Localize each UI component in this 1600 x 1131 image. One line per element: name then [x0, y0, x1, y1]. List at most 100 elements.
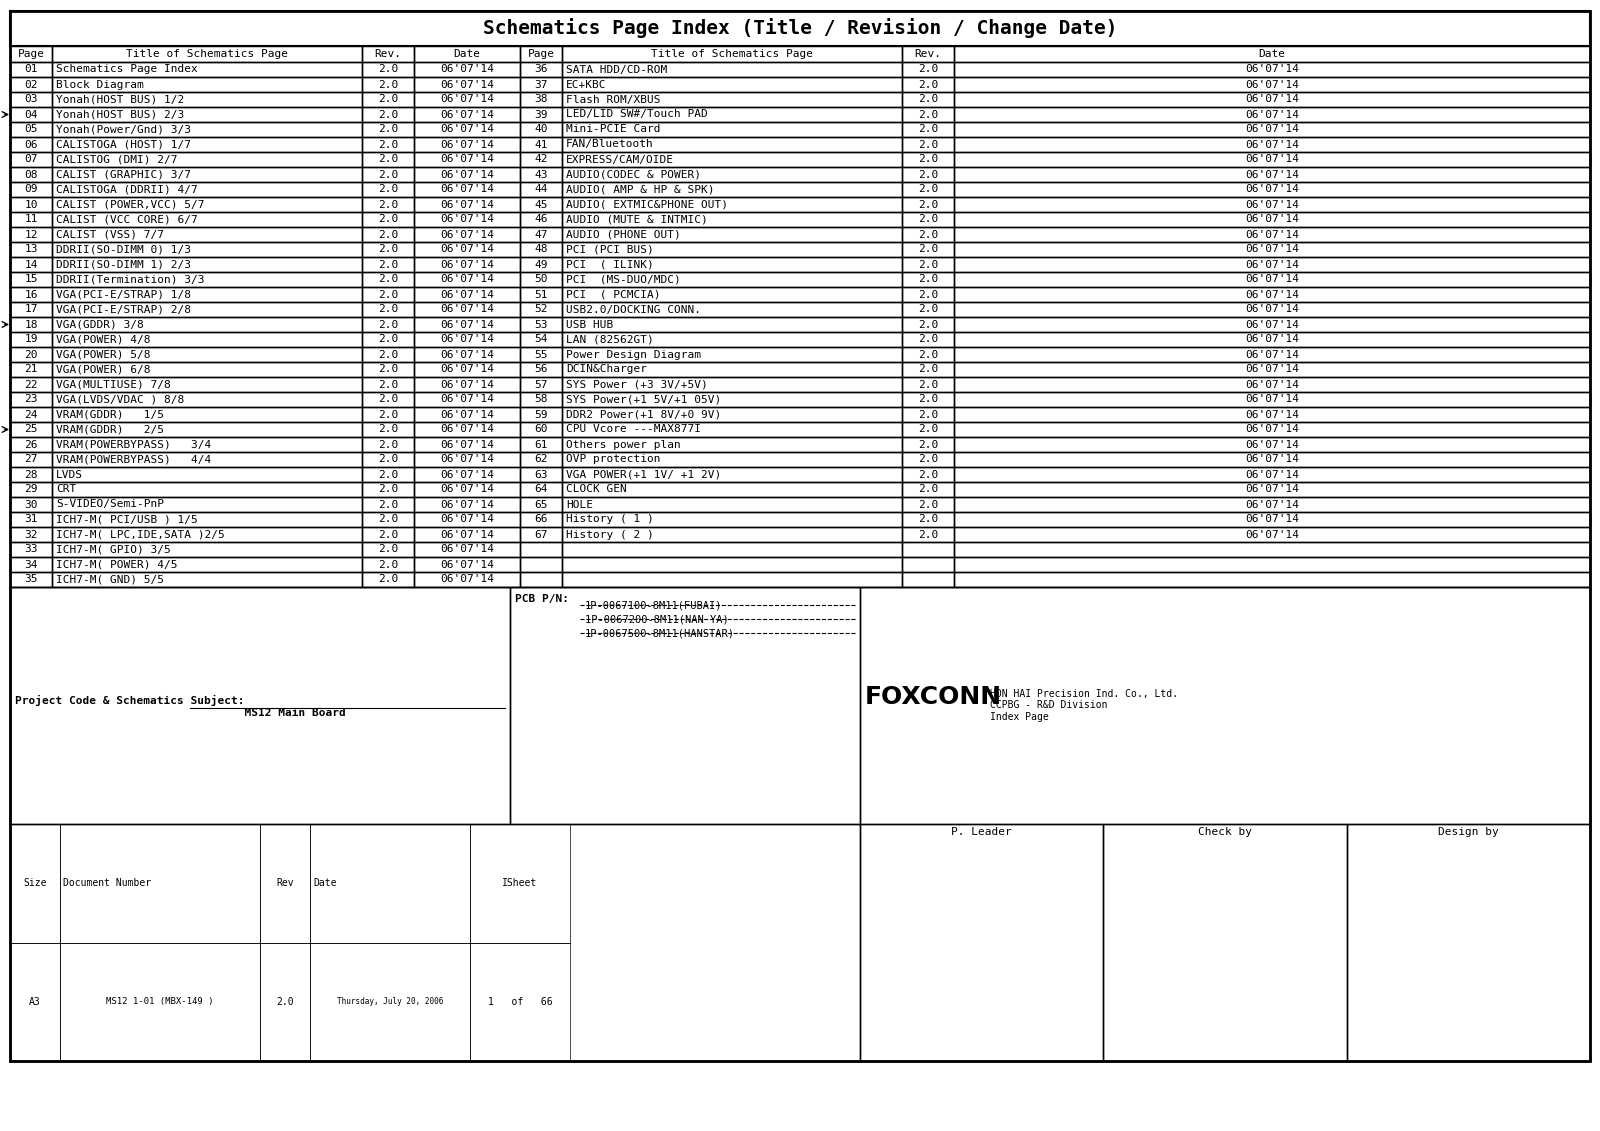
- Text: Yonah(Power/Gnd) 3/3: Yonah(Power/Gnd) 3/3: [56, 124, 190, 135]
- Bar: [520, 107, 562, 122]
- Text: DDRII(SO-DIMM 1) 2/3: DDRII(SO-DIMM 1) 2/3: [56, 259, 190, 269]
- Bar: [10, 122, 51, 137]
- Bar: [414, 407, 520, 422]
- Bar: [414, 542, 520, 556]
- Text: 20: 20: [24, 349, 38, 360]
- Text: 06'07'14: 06'07'14: [440, 515, 494, 525]
- Text: Rev.: Rev.: [915, 49, 941, 59]
- Text: 06'07'14: 06'07'14: [1245, 170, 1299, 180]
- Text: VRAM(POWERBYPASS)   3/4: VRAM(POWERBYPASS) 3/4: [56, 440, 211, 449]
- Text: 44: 44: [534, 184, 547, 195]
- Text: 06'07'14: 06'07'14: [1245, 319, 1299, 329]
- Bar: [954, 482, 1590, 497]
- Bar: [362, 347, 414, 362]
- Text: 2.0: 2.0: [378, 469, 398, 480]
- Bar: [362, 362, 414, 377]
- Bar: [902, 422, 954, 437]
- Text: 06'07'14: 06'07'14: [1245, 139, 1299, 149]
- Text: 50: 50: [534, 275, 547, 285]
- Bar: [362, 197, 414, 211]
- Bar: [414, 77, 520, 92]
- Text: Title of Schematics Page: Title of Schematics Page: [126, 49, 288, 59]
- Bar: [562, 77, 902, 92]
- Text: CALIST (GRAPHIC) 3/7: CALIST (GRAPHIC) 3/7: [56, 170, 190, 180]
- Bar: [51, 107, 362, 122]
- Bar: [520, 377, 562, 392]
- Text: 2.0: 2.0: [918, 380, 938, 389]
- Text: 06'07'14: 06'07'14: [440, 455, 494, 465]
- Bar: [562, 302, 902, 317]
- Text: 06'07'14: 06'07'14: [440, 95, 494, 104]
- Bar: [954, 92, 1590, 107]
- Text: ICH7-M( PCI/USB ) 1/5: ICH7-M( PCI/USB ) 1/5: [56, 515, 198, 525]
- Bar: [902, 317, 954, 333]
- Text: 23: 23: [24, 395, 38, 405]
- Text: 1P-0067100-8M11(FUBAI): 1P-0067100-8M11(FUBAI): [586, 601, 723, 610]
- Text: 06'07'14: 06'07'14: [1245, 259, 1299, 269]
- Bar: [902, 137, 954, 152]
- Text: PCI  ( ILINK): PCI ( ILINK): [566, 259, 654, 269]
- Text: 06'07'14: 06'07'14: [1245, 380, 1299, 389]
- Bar: [414, 362, 520, 377]
- Text: 2.0: 2.0: [378, 319, 398, 329]
- Text: 06'07'14: 06'07'14: [440, 290, 494, 300]
- Text: Date: Date: [314, 879, 336, 888]
- Bar: [414, 167, 520, 182]
- Text: 36: 36: [534, 64, 547, 75]
- Text: HOLE: HOLE: [566, 500, 594, 509]
- Bar: [414, 257, 520, 271]
- Text: 2.0: 2.0: [918, 95, 938, 104]
- Text: CALIST (POWER,VCC) 5/7: CALIST (POWER,VCC) 5/7: [56, 199, 205, 209]
- Text: Thursday, July 20, 2006: Thursday, July 20, 2006: [338, 998, 443, 1007]
- Bar: [954, 407, 1590, 422]
- Bar: [562, 556, 902, 572]
- Text: 2.0: 2.0: [918, 230, 938, 240]
- Text: VGA POWER(+1 1V/ +1 2V): VGA POWER(+1 1V/ +1 2V): [566, 469, 722, 480]
- Text: LVDS: LVDS: [56, 469, 83, 480]
- Text: 1P-0067200-8M11(NAN YA): 1P-0067200-8M11(NAN YA): [586, 614, 728, 624]
- Bar: [362, 152, 414, 167]
- Bar: [520, 197, 562, 211]
- Bar: [362, 271, 414, 287]
- Text: 2.0: 2.0: [918, 335, 938, 345]
- Bar: [562, 152, 902, 167]
- Text: Check by: Check by: [1198, 827, 1251, 837]
- Bar: [310, 942, 470, 1061]
- Text: 2.0: 2.0: [918, 79, 938, 89]
- Text: 06'07'14: 06'07'14: [440, 79, 494, 89]
- Bar: [562, 257, 902, 271]
- Text: 27: 27: [24, 455, 38, 465]
- Bar: [10, 152, 51, 167]
- Text: 06'07'14: 06'07'14: [1245, 424, 1299, 434]
- Text: Block Diagram: Block Diagram: [56, 79, 144, 89]
- Text: USB HUB: USB HUB: [566, 319, 613, 329]
- Text: 58: 58: [534, 395, 547, 405]
- Bar: [10, 92, 51, 107]
- Bar: [520, 302, 562, 317]
- Bar: [414, 242, 520, 257]
- Text: 06'07'14: 06'07'14: [1245, 455, 1299, 465]
- Bar: [520, 556, 562, 572]
- Bar: [520, 542, 562, 556]
- Bar: [562, 62, 902, 77]
- Text: 30: 30: [24, 500, 38, 509]
- Text: 04: 04: [24, 110, 38, 120]
- Bar: [362, 556, 414, 572]
- Text: 06'07'14: 06'07'14: [1245, 500, 1299, 509]
- Bar: [562, 527, 902, 542]
- Text: 33: 33: [24, 544, 38, 554]
- Bar: [954, 302, 1590, 317]
- Text: 65: 65: [534, 500, 547, 509]
- Text: 31: 31: [24, 515, 38, 525]
- Text: 2.0: 2.0: [918, 170, 938, 180]
- Text: ICH7-M( LPC,IDE,SATA )2/5: ICH7-M( LPC,IDE,SATA )2/5: [56, 529, 224, 539]
- Text: 2.0: 2.0: [378, 79, 398, 89]
- Text: P. Leader: P. Leader: [952, 827, 1013, 837]
- Text: 06'07'14: 06'07'14: [1245, 244, 1299, 254]
- Text: 06'07'14: 06'07'14: [440, 560, 494, 570]
- Text: 2.0: 2.0: [378, 544, 398, 554]
- Bar: [51, 211, 362, 227]
- Text: 2.0: 2.0: [378, 230, 398, 240]
- Bar: [10, 452, 51, 467]
- Text: 06'07'14: 06'07'14: [1245, 469, 1299, 480]
